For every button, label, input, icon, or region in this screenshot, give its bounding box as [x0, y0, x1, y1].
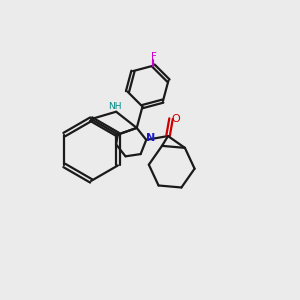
Text: NH: NH [108, 102, 122, 111]
Text: N: N [146, 134, 155, 143]
Text: O: O [171, 114, 180, 124]
Text: F: F [151, 52, 156, 62]
